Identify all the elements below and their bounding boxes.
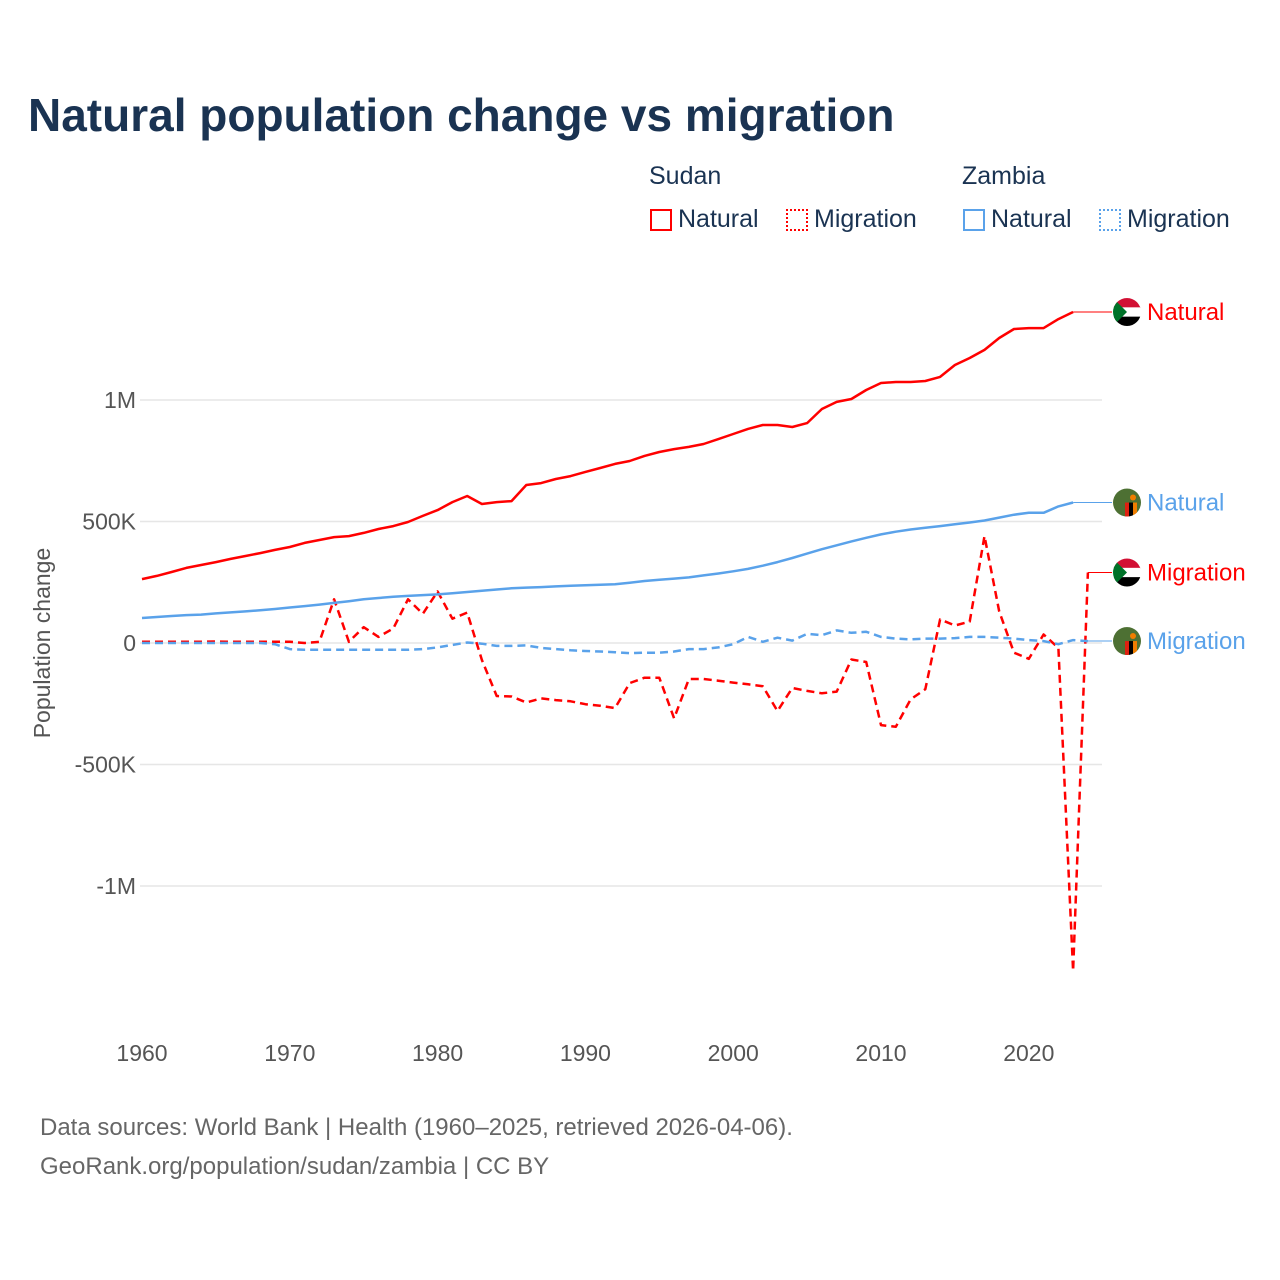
x-tick-label: 1970 xyxy=(264,1040,315,1066)
end-label: Migration xyxy=(1147,628,1246,655)
y-tick-label: 500K xyxy=(82,509,136,535)
legend-zambia-migration[interactable]: Migration xyxy=(1099,205,1230,234)
sudan-flag-icon xyxy=(1113,559,1141,588)
legend-label: Migration xyxy=(814,205,917,233)
zambia-flag-icon xyxy=(1113,627,1141,655)
series-line-zambia-natural xyxy=(141,501,1074,620)
chart-title: Natural population change vs migration xyxy=(28,89,895,141)
end-label: Migration xyxy=(1147,560,1246,587)
legend-label: Natural xyxy=(991,205,1072,233)
legend-sudan-natural[interactable]: Natural xyxy=(650,205,759,234)
legend-label: Migration xyxy=(1127,205,1230,233)
x-tick-label: 2010 xyxy=(855,1040,906,1066)
x-tick-label: 1980 xyxy=(412,1040,463,1066)
x-tick-label: 2000 xyxy=(708,1040,759,1066)
legend-swatch-dotted xyxy=(1099,208,1121,231)
source-link[interactable]: GeoRank.org/population/sudan/zambia | CC… xyxy=(40,1153,550,1180)
series-line-zambia-migration xyxy=(142,629,1088,655)
y-tick-label: -1M xyxy=(96,873,136,899)
x-tick-label: 1960 xyxy=(116,1040,167,1066)
legend-swatch-solid xyxy=(650,208,672,231)
x-tick-label: 1990 xyxy=(560,1040,611,1066)
legend-sudan-migration[interactable]: Migration xyxy=(786,205,917,234)
source-line-1: Data sources: World Bank | Health (1960–… xyxy=(40,1114,793,1141)
legend-swatch-solid xyxy=(963,208,985,231)
legend-group-sudan: Sudan xyxy=(649,162,722,190)
legend-label: Natural xyxy=(678,205,759,233)
series-line-sudan-migration xyxy=(142,534,1090,973)
legend-swatch-dotted xyxy=(786,208,808,231)
zambia-flag-icon xyxy=(1113,489,1141,517)
y-tick-label: -500K xyxy=(75,752,137,778)
series-line-sudan-natural xyxy=(141,310,1074,581)
sudan-flag-icon xyxy=(1113,298,1141,327)
legend-zambia-natural[interactable]: Natural xyxy=(963,205,1072,234)
y-axis-label: Population change xyxy=(29,548,55,739)
legend-group-zambia: Zambia xyxy=(962,162,1046,190)
end-label: Natural xyxy=(1147,490,1224,517)
y-tick-label: 0 xyxy=(123,630,136,656)
x-tick-label: 2020 xyxy=(1003,1040,1054,1066)
end-label: Natural xyxy=(1147,299,1224,326)
y-tick-label: 1M xyxy=(104,387,136,413)
source-note: Data sources: World Bank | Health (1960–… xyxy=(40,1108,793,1186)
